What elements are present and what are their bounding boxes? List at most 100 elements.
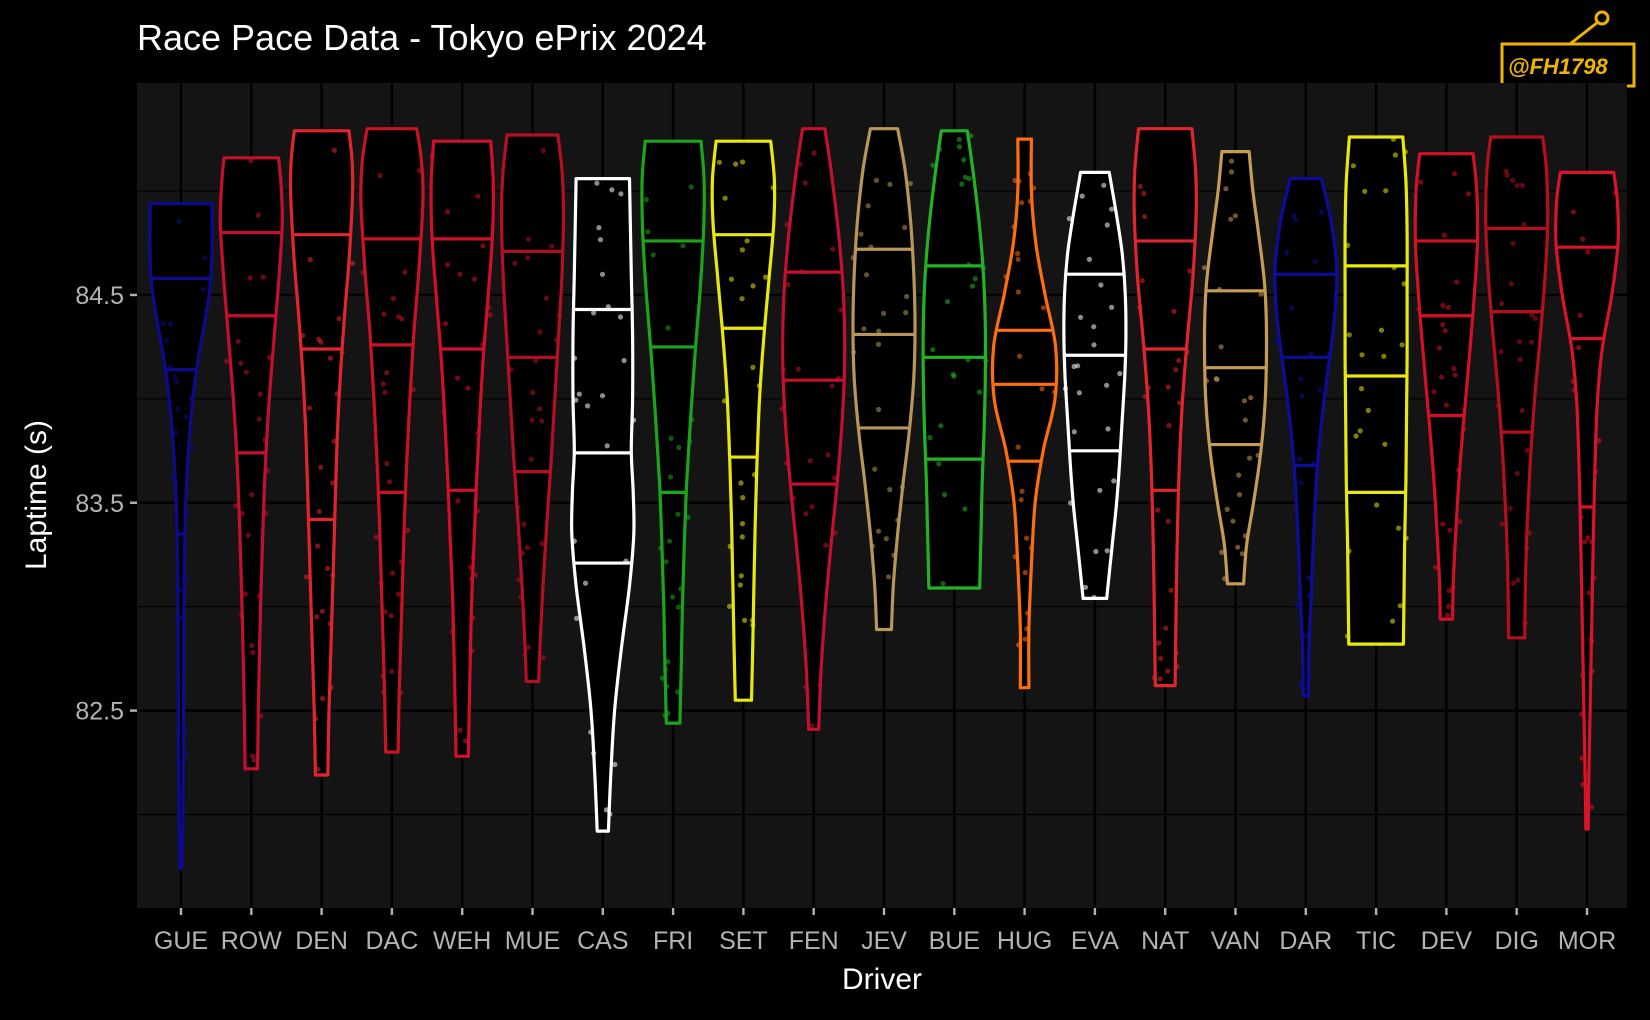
lap-point	[1433, 564, 1439, 571]
lap-point	[832, 475, 838, 481]
violin-eva	[1062, 170, 1128, 601]
lap-point	[785, 282, 791, 288]
lap-point	[599, 271, 606, 277]
chart-title: Race Pace Data - Tokyo ePrix 2024	[137, 17, 707, 58]
lap-point	[739, 534, 746, 540]
lap-point	[1514, 470, 1520, 476]
lap-point	[380, 673, 386, 679]
lap-point	[178, 615, 184, 621]
lap-point	[582, 580, 589, 586]
lap-point	[1296, 592, 1302, 598]
lap-point	[675, 689, 681, 695]
lap-point	[200, 286, 206, 292]
lap-point	[233, 503, 239, 509]
lap-point	[1365, 407, 1371, 413]
lap-point	[972, 276, 978, 282]
lap-point	[1519, 407, 1525, 414]
lap-point	[1040, 305, 1046, 311]
lap-point	[962, 506, 968, 512]
violin-cas	[569, 177, 637, 833]
lap-point	[1155, 507, 1161, 513]
lap-point	[1465, 191, 1472, 197]
lap-point	[742, 617, 748, 623]
lap-point	[1392, 152, 1398, 158]
x-axis-title: Driver	[842, 963, 922, 996]
lap-point	[576, 391, 582, 397]
x-tick-label-mue: MUE	[505, 927, 561, 955]
lap-point	[780, 367, 786, 373]
lap-point	[1241, 398, 1247, 404]
lap-point	[738, 480, 744, 486]
lap-point	[360, 269, 366, 276]
lap-point	[737, 582, 743, 588]
lap-point	[1201, 265, 1207, 271]
lap-point	[441, 409, 447, 415]
lap-point	[1203, 378, 1210, 384]
lap-point	[1498, 300, 1505, 307]
lap-point	[1402, 149, 1408, 155]
lap-point	[573, 397, 579, 403]
lap-point	[868, 244, 874, 250]
lap-point	[1582, 771, 1589, 777]
lap-point	[817, 682, 823, 688]
lap-point	[851, 349, 857, 355]
lap-point	[247, 275, 253, 281]
lap-point	[522, 652, 528, 658]
lap-point	[382, 389, 388, 395]
lap-point	[1012, 177, 1018, 184]
lap-point	[1571, 387, 1577, 393]
lap-point	[1346, 332, 1352, 338]
lap-point	[549, 243, 555, 249]
lap-point	[163, 338, 169, 344]
lap-point	[779, 406, 785, 412]
lap-point	[339, 350, 345, 356]
lap-point	[462, 738, 469, 744]
lap-point	[468, 564, 474, 570]
lap-point	[336, 316, 342, 322]
lap-point	[940, 581, 946, 587]
lap-point	[471, 276, 478, 282]
lap-point	[1579, 755, 1585, 761]
violin-dar	[1273, 177, 1339, 698]
lap-point	[1216, 286, 1222, 293]
lap-point	[1584, 824, 1590, 830]
lap-point	[1318, 209, 1325, 215]
lap-point	[1308, 351, 1314, 357]
x-tick-label-dig: DIG	[1494, 927, 1538, 955]
violin-hug	[990, 137, 1059, 690]
lap-point	[750, 364, 756, 370]
lap-point	[739, 521, 746, 527]
lap-point	[685, 514, 691, 521]
lap-point	[384, 370, 390, 376]
lap-point	[318, 464, 324, 470]
violin-tic	[1343, 135, 1409, 646]
lap-point	[524, 545, 530, 551]
lap-point	[324, 565, 330, 572]
lap-point	[1289, 305, 1295, 311]
lap-point	[659, 675, 665, 681]
lap-point	[1022, 569, 1028, 576]
lap-point	[617, 314, 624, 320]
watermark-text: @FH1798	[1508, 54, 1608, 79]
lap-point	[811, 150, 817, 156]
lap-point	[1145, 385, 1151, 391]
lap-point	[863, 272, 870, 278]
lap-point	[1166, 422, 1172, 429]
lap-point	[1015, 256, 1021, 262]
lap-point	[1451, 366, 1457, 372]
lap-point	[1071, 429, 1077, 435]
lap-point	[1344, 633, 1351, 639]
lap-point	[249, 492, 255, 498]
lap-point	[516, 576, 522, 583]
lap-point	[264, 468, 271, 474]
lap-point	[1298, 376, 1304, 382]
violin-body	[288, 129, 355, 777]
lap-point	[405, 527, 411, 533]
y-axis-title: Laptime (s)	[20, 420, 53, 570]
lap-point	[1242, 417, 1248, 423]
lap-point	[316, 336, 322, 342]
lap-point	[313, 716, 319, 722]
lap-point	[1255, 452, 1261, 458]
lap-point	[380, 689, 387, 695]
